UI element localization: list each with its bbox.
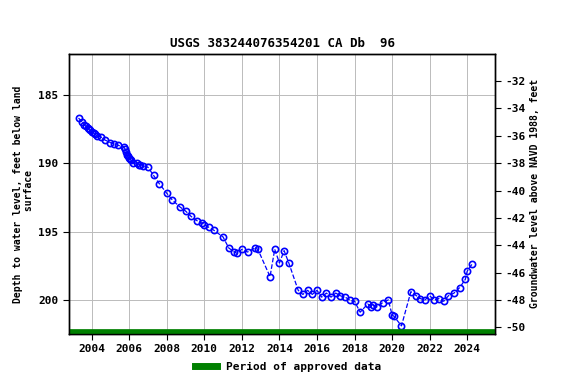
Title: USGS 383244076354201 CA Db  96: USGS 383244076354201 CA Db 96 bbox=[170, 37, 395, 50]
Legend: Period of approved data: Period of approved data bbox=[191, 358, 385, 377]
Y-axis label: Depth to water level, feet below land
 surface: Depth to water level, feet below land su… bbox=[13, 85, 35, 303]
Y-axis label: Groundwater level above NAVD 1988, feet: Groundwater level above NAVD 1988, feet bbox=[530, 79, 540, 308]
